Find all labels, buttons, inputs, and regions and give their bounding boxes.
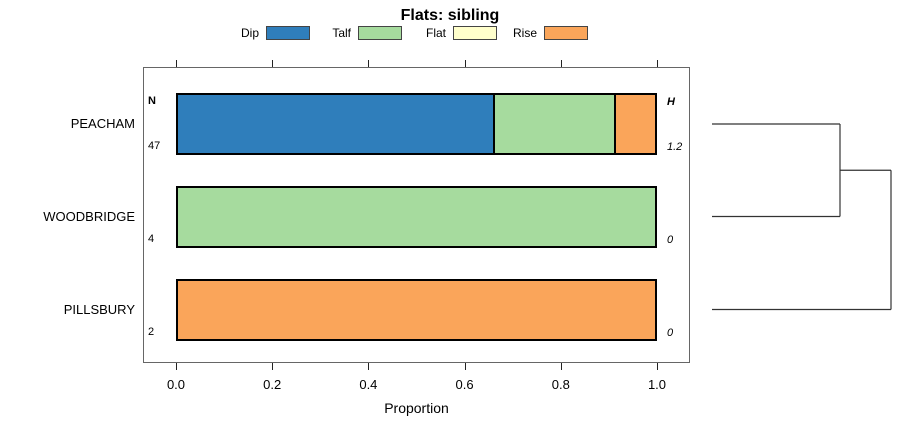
legend-label: Dip	[240, 26, 259, 40]
x-tick-label: 0.0	[166, 377, 186, 392]
n-value: 4	[148, 233, 155, 245]
legend-label: Talf	[332, 26, 351, 40]
row-label-peacham: PEACHAM	[70, 116, 135, 131]
x-axis-tick-top	[272, 60, 274, 67]
row-label-pillsbury: PILLSBURY	[63, 301, 135, 317]
bar-row-woodbridge	[176, 185, 657, 248]
x-tick-label: 0.2	[263, 377, 282, 392]
bar-row-peacham	[176, 93, 657, 155]
legend-item-rise: Rise	[503, 26, 588, 40]
bar-segment-rise	[614, 95, 655, 153]
bar-segment-dip	[178, 95, 493, 153]
chart-title: Flats: sibling	[400, 7, 500, 24]
x-axis-tick-bottom	[464, 363, 466, 370]
legend-swatch-rise	[544, 26, 588, 40]
bar-segment-rise	[178, 280, 655, 339]
n-value: 2	[148, 326, 155, 338]
legend-label: Flat	[425, 26, 446, 40]
n-value: 47	[148, 140, 161, 152]
legend-item-flat: Flat	[412, 26, 497, 40]
h-column-header: H	[667, 96, 675, 108]
legend-label: Rise	[512, 26, 537, 40]
x-axis-tick-bottom	[657, 363, 658, 370]
x-axis-tick-top	[176, 60, 177, 67]
legend-swatch-dip	[266, 26, 310, 40]
legend-swatch-flat	[453, 26, 497, 40]
x-axis-title: Proportion	[384, 400, 449, 416]
x-axis-tick-top	[464, 60, 466, 67]
legend-item-talf: Talf	[317, 26, 402, 40]
h-value: 1.2	[667, 141, 683, 153]
x-tick-label: 0.4	[359, 377, 378, 392]
x-axis-tick-top	[560, 60, 562, 67]
n-column-header: N	[148, 95, 156, 107]
legend-item-dip: Dip	[225, 26, 310, 40]
x-axis-tick-bottom	[272, 363, 274, 370]
bar-segment-talf	[178, 187, 655, 246]
h-value: 0	[667, 327, 674, 339]
bar-segment-talf	[492, 95, 615, 153]
x-tick-label: 0.6	[455, 377, 474, 392]
x-axis-tick-top	[657, 60, 658, 67]
legend-swatch-talf	[358, 26, 402, 40]
plot-frame	[143, 67, 690, 363]
x-tick-label: 1.0	[647, 377, 667, 392]
x-axis-tick-bottom	[560, 363, 562, 370]
row-label-woodbridge: WOODBRIDGE	[43, 208, 135, 224]
x-axis-tick-bottom	[368, 363, 370, 370]
x-tick-label: 0.8	[551, 377, 570, 392]
bar-row-pillsbury	[176, 278, 657, 341]
x-axis-tick-bottom	[176, 363, 177, 370]
x-axis-tick-top	[368, 60, 370, 67]
h-value: 0	[667, 234, 674, 246]
